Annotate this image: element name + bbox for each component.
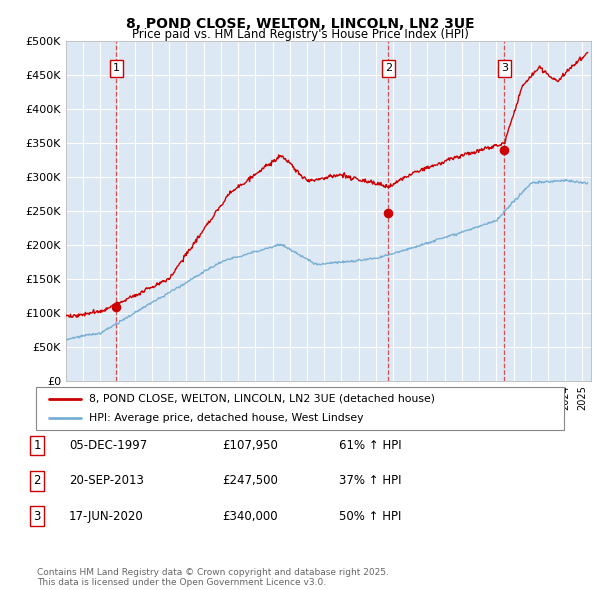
Point [112,303,121,312]
Point [383,208,393,217]
Text: 8, POND CLOSE, WELTON, LINCOLN, LN2 3UE (detached house): 8, POND CLOSE, WELTON, LINCOLN, LN2 3UE … [89,394,435,404]
Text: 05-DEC-1997: 05-DEC-1997 [69,439,147,452]
Text: Contains HM Land Registry data © Crown copyright and database right 2025.
This d: Contains HM Land Registry data © Crown c… [37,568,389,587]
Text: 61% ↑ HPI: 61% ↑ HPI [339,439,401,452]
Text: 50% ↑ HPI: 50% ↑ HPI [339,510,401,523]
Text: 1: 1 [34,439,41,452]
Text: 3: 3 [501,64,508,73]
Text: £340,000: £340,000 [222,510,278,523]
Text: 1: 1 [113,64,120,73]
Text: HPI: Average price, detached house, West Lindsey: HPI: Average price, detached house, West… [89,412,364,422]
Text: 2: 2 [385,64,392,73]
Text: 8, POND CLOSE, WELTON, LINCOLN, LN2 3UE: 8, POND CLOSE, WELTON, LINCOLN, LN2 3UE [125,17,475,31]
Text: £247,500: £247,500 [222,474,278,487]
Text: 20-SEP-2013: 20-SEP-2013 [69,474,144,487]
Text: 17-JUN-2020: 17-JUN-2020 [69,510,144,523]
Text: Price paid vs. HM Land Registry's House Price Index (HPI): Price paid vs. HM Land Registry's House … [131,28,469,41]
FancyBboxPatch shape [36,387,564,430]
Text: 2: 2 [34,474,41,487]
Text: 37% ↑ HPI: 37% ↑ HPI [339,474,401,487]
Text: £107,950: £107,950 [222,439,278,452]
Text: 3: 3 [34,510,41,523]
Point [499,145,509,155]
